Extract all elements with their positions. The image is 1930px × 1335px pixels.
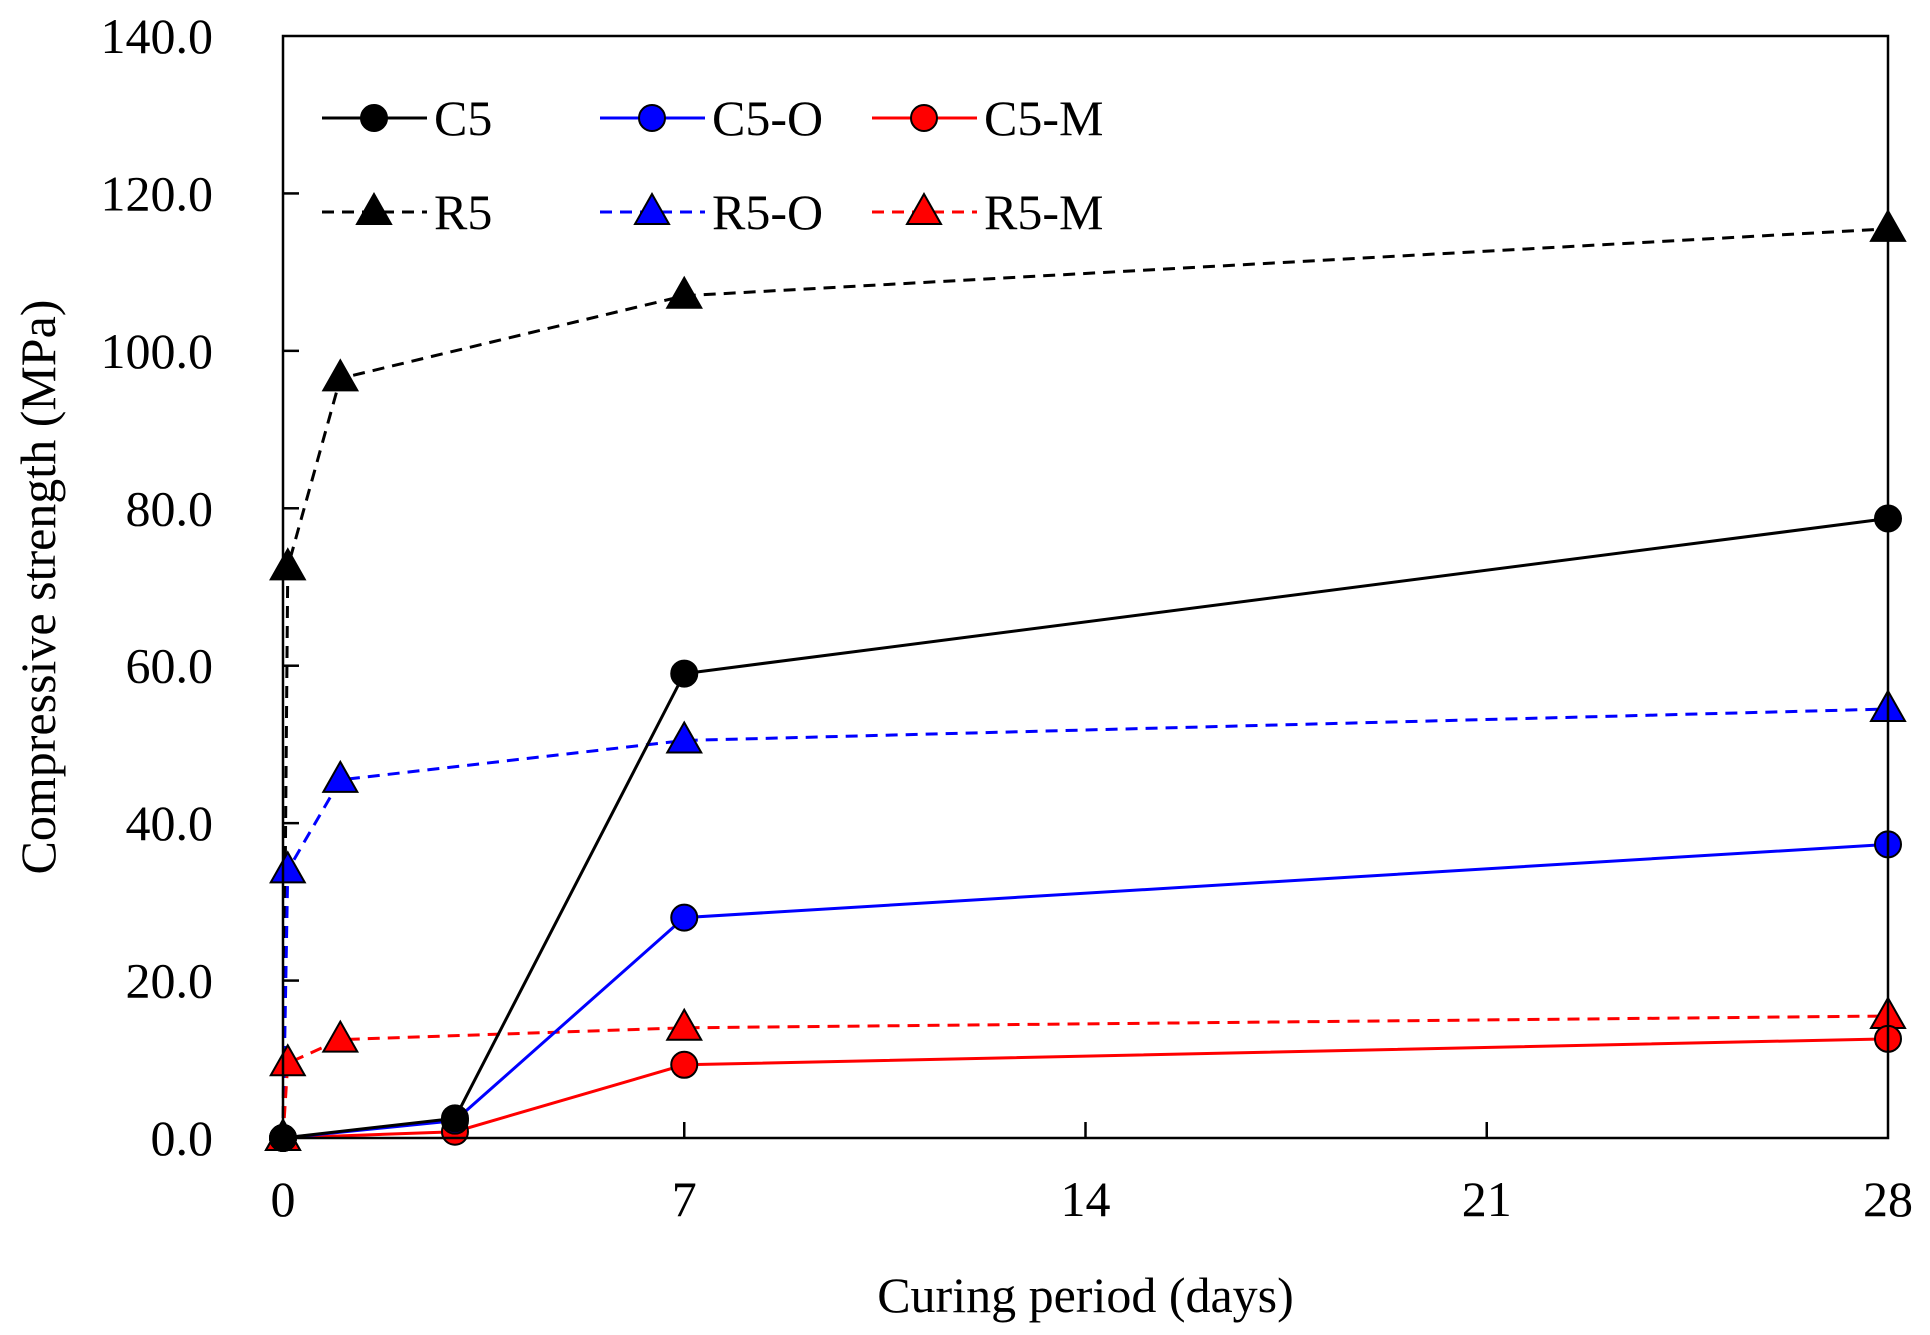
point-c5-m-2	[670, 1050, 699, 1079]
legend-label-r5-m: R5-M	[984, 184, 1103, 240]
x-tick-label-7: 7	[672, 1171, 697, 1227]
series-r5-o	[264, 688, 1907, 1151]
point-r5-1	[269, 547, 307, 581]
x-tick-label-21: 21	[1462, 1171, 1512, 1227]
legend-marker-r5-o	[633, 191, 671, 225]
legend-label-c5-m: C5-M	[984, 90, 1103, 146]
x-tick-label-28: 28	[1863, 1171, 1913, 1227]
series-line-r5	[281, 227, 1889, 1139]
point-r5-o-1	[269, 850, 307, 884]
series-c5-o	[269, 830, 1902, 1152]
point-c5-2	[670, 659, 699, 688]
legend-label-c5: C5	[434, 90, 492, 146]
legend-item-c5-o: C5-O	[600, 90, 823, 146]
legend-marker-c5-m	[910, 104, 938, 132]
series-line-r5-o	[281, 707, 1889, 1139]
legend-label-r5: R5	[434, 184, 492, 240]
series-line-c5-m	[282, 1037, 1889, 1140]
y-tick-label-120: 120.0	[101, 165, 214, 221]
series-c5	[269, 504, 1902, 1152]
legend-marker-c5-o	[638, 104, 666, 132]
ticks-layer: 0 7 14 21 28 0.0 20.0 40.0 60.0 80.0 100.0 120.0 140…	[101, 8, 1914, 1227]
point-r5-o-2	[321, 759, 360, 793]
series-r5-m	[264, 995, 1907, 1151]
series-layer	[264, 208, 1907, 1152]
point-r5-m-3	[665, 1007, 703, 1041]
point-r5-o-3	[665, 720, 703, 754]
y-tick-label-100: 100.0	[101, 323, 214, 379]
legend-label-r5-o: R5-O	[712, 184, 823, 240]
x-axis-title: Curing period (days)	[877, 1267, 1294, 1323]
series-line-r5-m	[281, 1014, 1889, 1139]
y-tick-label-140: 140.0	[101, 8, 214, 64]
point-c5-o-2	[670, 903, 699, 932]
y-tick-label-60: 60.0	[126, 638, 214, 694]
legend-item-c5-m: C5-M	[872, 90, 1103, 146]
legend-marker-c5	[360, 104, 388, 132]
legend: C5 C5-O C5-M R5 R5-O R5-M	[322, 90, 1103, 240]
point-r5-2	[321, 358, 360, 392]
x-tick-label-0: 0	[271, 1171, 296, 1227]
legend-marker-r5	[355, 191, 393, 225]
y-tick-label-0: 0.0	[151, 1110, 214, 1166]
legend-item-r5: R5	[322, 184, 492, 240]
point-r5-m-1	[269, 1043, 307, 1077]
y-tick-label-80: 80.0	[126, 480, 214, 536]
legend-item-r5-o: R5-O	[600, 184, 823, 240]
legend-item-r5-m: R5-M	[872, 184, 1103, 240]
series-line-c5	[282, 517, 1889, 1140]
point-r5-m-2	[321, 1019, 360, 1053]
y-tick-label-20: 20.0	[126, 953, 214, 1009]
y-axis-title: Compressive strength (MPa)	[10, 300, 66, 875]
x-tick-label-14: 14	[1061, 1171, 1111, 1227]
legend-marker-r5-m	[905, 191, 943, 225]
y-tick-label-40: 40.0	[126, 795, 214, 851]
legend-label-c5-o: C5-O	[712, 90, 823, 146]
legend-item-c5: C5	[322, 90, 492, 146]
series-line-c5-o	[282, 842, 1889, 1140]
point-c5-1	[440, 1104, 469, 1133]
point-r5-3	[665, 275, 703, 309]
